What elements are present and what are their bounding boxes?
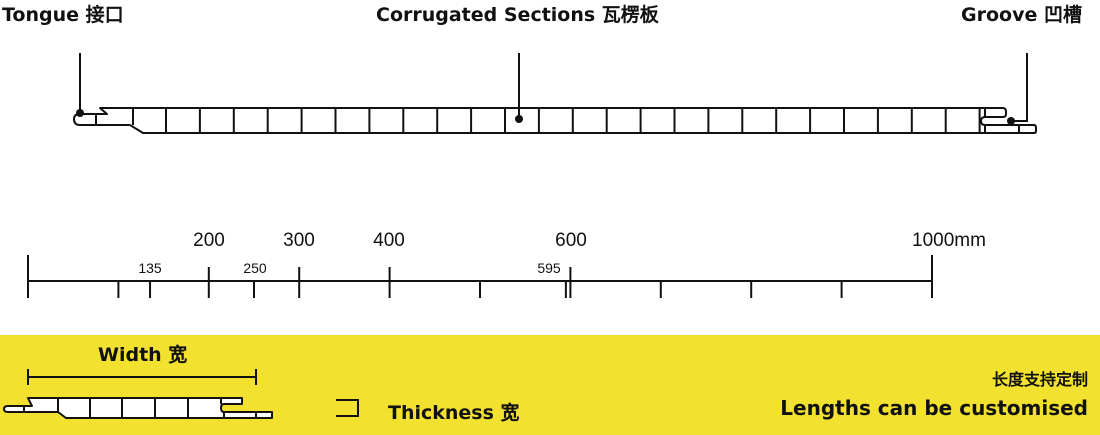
tick-label-300: 300	[283, 230, 315, 251]
ruler	[27, 255, 933, 298]
small-panel-profile	[3, 397, 273, 419]
groove-leader	[1012, 53, 1028, 122]
tick-label-600: 600	[555, 230, 587, 251]
width-label: Width 宽	[98, 344, 188, 366]
tick-label-200: 200	[193, 230, 225, 251]
groove-label: Groove 凹槽	[961, 4, 1082, 26]
tick-label-595: 595	[537, 260, 561, 276]
tick-label-1000: 1000mm	[912, 230, 986, 251]
panel-outline	[73, 107, 1037, 134]
panel-profile	[73, 107, 1037, 134]
length-label-cn: 长度支持定制	[991, 370, 1088, 389]
thickness-label: Thickness 宽	[388, 402, 520, 424]
tick-label-250: 250	[243, 260, 267, 276]
tick-label-400: 400	[373, 230, 405, 251]
tongue-dot	[76, 109, 84, 117]
groove-dot	[1007, 117, 1015, 125]
panel-cells	[132, 108, 981, 133]
corrugated-label: Corrugated Sections 瓦楞板	[376, 4, 659, 26]
small-panel-outline	[3, 397, 273, 419]
corrugated-dot	[515, 115, 523, 123]
tongue-label: Tongue 接口	[2, 4, 124, 26]
thickness-icon	[336, 399, 359, 417]
length-label-en: Lengths can be customised	[780, 396, 1088, 420]
tick-label-135: 135	[138, 260, 162, 276]
